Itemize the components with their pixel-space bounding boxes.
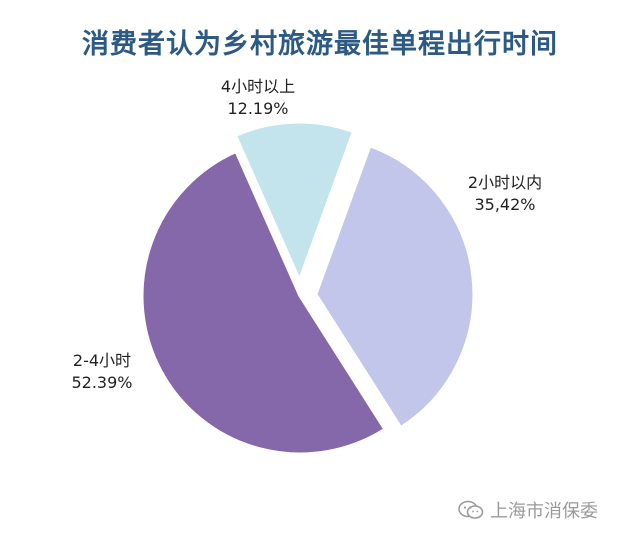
chart-title: 消费者认为乡村旅游最佳单程出行时间	[82, 29, 558, 60]
watermark: 上海市消保委	[458, 497, 598, 523]
pie-slice-2	[140, 149, 387, 456]
wechat-icon	[458, 500, 484, 519]
slice-label-1: 2小时以内	[468, 173, 542, 192]
slice-value-2: 52.39%	[71, 373, 132, 392]
pie-slice-1	[314, 143, 476, 430]
slice-value-3: 12.19%	[227, 99, 288, 118]
slice-label-3: 4小时以上	[221, 77, 295, 96]
watermark-text: 上海市消保委	[490, 501, 598, 522]
slice-value-1: 35,42%	[474, 195, 535, 214]
pie-slice-3	[233, 120, 356, 285]
slice-label-2: 2-4小时	[73, 351, 131, 370]
